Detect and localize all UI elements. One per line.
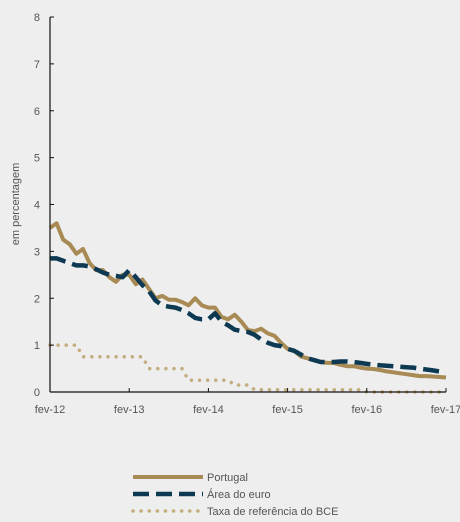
y-tick-label: 1: [34, 340, 40, 352]
legend-label-2: Taxa de referência do BCE: [207, 506, 338, 518]
y-tick-label: 4: [34, 200, 40, 212]
x-tick-label: fev-15: [272, 404, 303, 416]
legend-label-0: Portugal: [207, 472, 248, 484]
plot-series-group: [48, 221, 448, 394]
legend-label-1: Área do euro: [207, 488, 271, 501]
x-tick-label: fev-14: [193, 404, 224, 416]
y-tick-label: 6: [34, 106, 40, 118]
y-tick-label: 2: [34, 293, 40, 305]
x-tick-label: fev-13: [114, 404, 145, 416]
series-line-0: [48, 221, 447, 380]
y-tick-label: 5: [34, 153, 40, 165]
y-tick-label: 0: [34, 387, 40, 399]
y-tick-label: 8: [34, 12, 40, 24]
series-line-1: [50, 256, 447, 375]
x-tick-label: fev-12: [35, 404, 66, 416]
y-tick-label: 3: [34, 246, 40, 258]
series-line-2: [48, 343, 448, 394]
y-axis-title: em percentagem: [10, 163, 22, 246]
x-tick-label: fev-16: [352, 404, 383, 416]
axes-group: 0 1 2 3 4 5 6 7 8 fev-12 fev-13 fev-14 fev-15 fev-16 f…: [34, 12, 460, 416]
y-tick-label: 7: [34, 59, 40, 71]
legend: Portugal Área do euro Taxa de referência d…: [131, 472, 338, 518]
x-tick-label: fev-17: [431, 404, 460, 416]
